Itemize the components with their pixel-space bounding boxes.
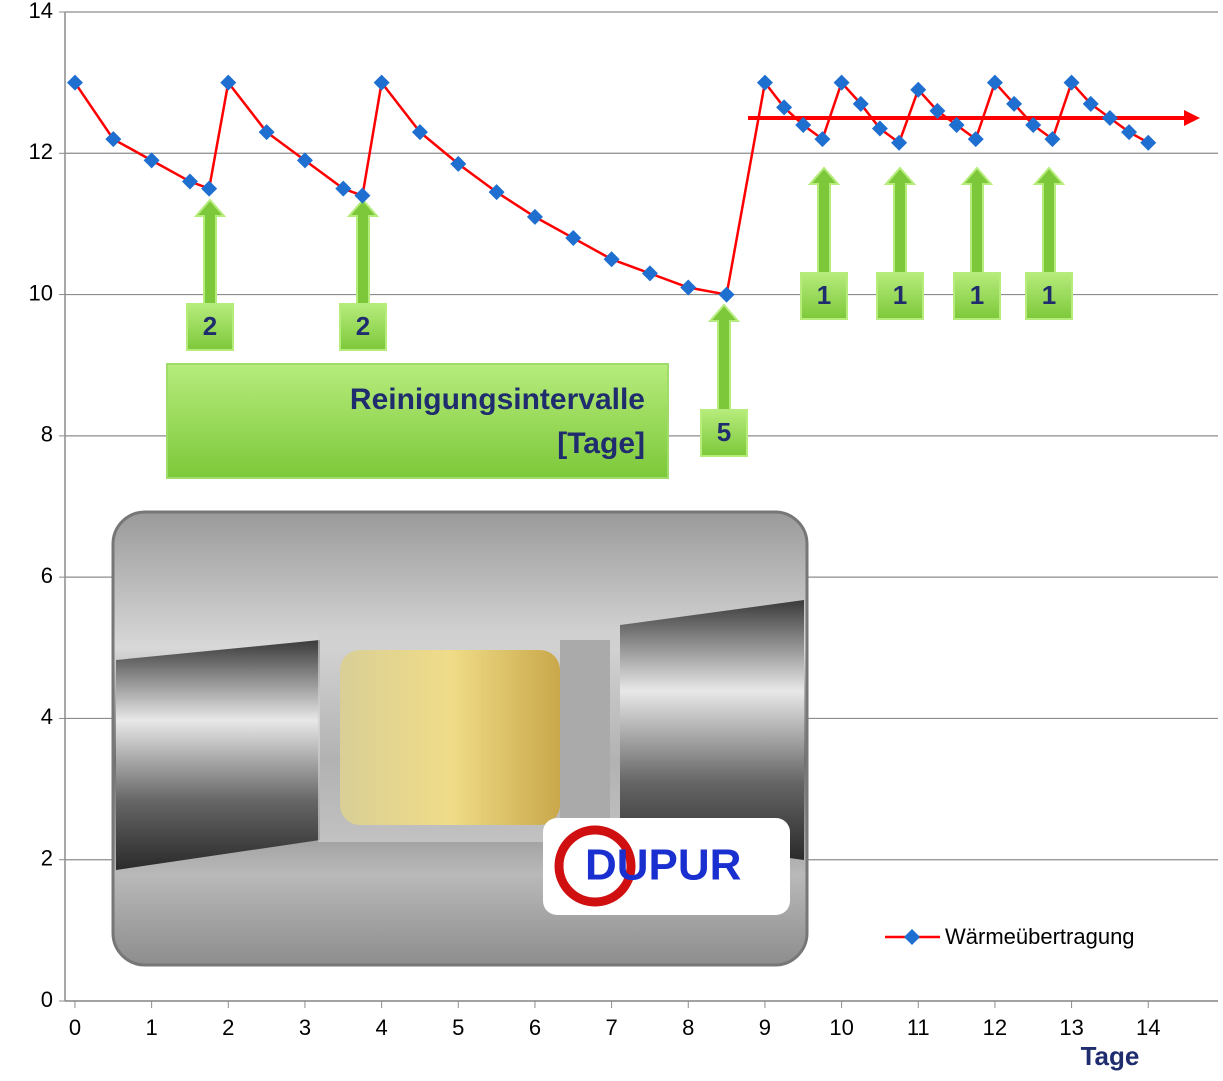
x-tick-label: 12 [983, 1015, 1007, 1040]
x-tick-label: 2 [222, 1015, 234, 1040]
y-tick-label: 0 [41, 987, 53, 1012]
x-tick-label: 13 [1059, 1015, 1083, 1040]
y-tick-label: 14 [29, 0, 53, 23]
annotation-label: 5 [717, 417, 731, 447]
logo-text: DUPUR [585, 841, 741, 890]
marker [67, 75, 83, 91]
photo: DUPUR [113, 512, 807, 965]
chart: 0246810121401234567891011121314 DUPUR 22… [0, 0, 1223, 1076]
marker [604, 251, 620, 267]
box-title: Reinigungsintervalle [350, 383, 645, 416]
box-title: [Tage] [557, 427, 645, 460]
annotation-label: 1 [970, 280, 984, 310]
marker [182, 174, 198, 190]
marker [201, 181, 217, 197]
x-tick-label: 0 [69, 1015, 81, 1040]
x-tick-label: 4 [375, 1015, 387, 1040]
marker [642, 265, 658, 281]
marker [354, 188, 370, 204]
y-tick-label: 12 [29, 139, 53, 164]
marker [144, 152, 160, 168]
y-tick-label: 2 [41, 846, 53, 871]
y-tick-label: 10 [29, 280, 53, 305]
x-tick-label: 14 [1136, 1015, 1160, 1040]
y-tick-label: 8 [41, 422, 53, 447]
annotation-label: 1 [1042, 280, 1056, 310]
marker [719, 287, 735, 303]
x-tick-label: 8 [682, 1015, 694, 1040]
x-tick-label: 3 [299, 1015, 311, 1040]
marker [105, 131, 121, 147]
annotation-label: 2 [356, 311, 370, 341]
arrow [349, 200, 377, 304]
x-axis-title: Tage [1081, 1041, 1140, 1071]
legend-marker [904, 929, 920, 945]
x-tick-label: 7 [605, 1015, 617, 1040]
x-tick-label: 6 [529, 1015, 541, 1040]
arrow [810, 168, 838, 273]
arrow [1035, 168, 1063, 273]
arrow [710, 305, 738, 410]
y-tick-label: 4 [41, 704, 53, 729]
annotation-label: 2 [203, 311, 217, 341]
annotation-label: 1 [893, 280, 907, 310]
arrow [963, 168, 991, 273]
trend-arrow-head [1184, 110, 1200, 126]
y-tick-label: 6 [41, 563, 53, 588]
marker [527, 209, 543, 225]
marker [1140, 135, 1156, 151]
interval-box [167, 364, 668, 478]
x-tick-label: 9 [759, 1015, 771, 1040]
legend-label: Wärmeübertragung [945, 924, 1135, 949]
x-tick-label: 10 [829, 1015, 853, 1040]
x-tick-label: 5 [452, 1015, 464, 1040]
marker [680, 280, 696, 296]
x-tick-label: 1 [146, 1015, 158, 1040]
arrow [886, 168, 914, 273]
arrow [196, 200, 224, 304]
marker [565, 230, 581, 246]
x-tick-label: 11 [907, 1015, 930, 1040]
annotation-label: 1 [817, 280, 831, 310]
